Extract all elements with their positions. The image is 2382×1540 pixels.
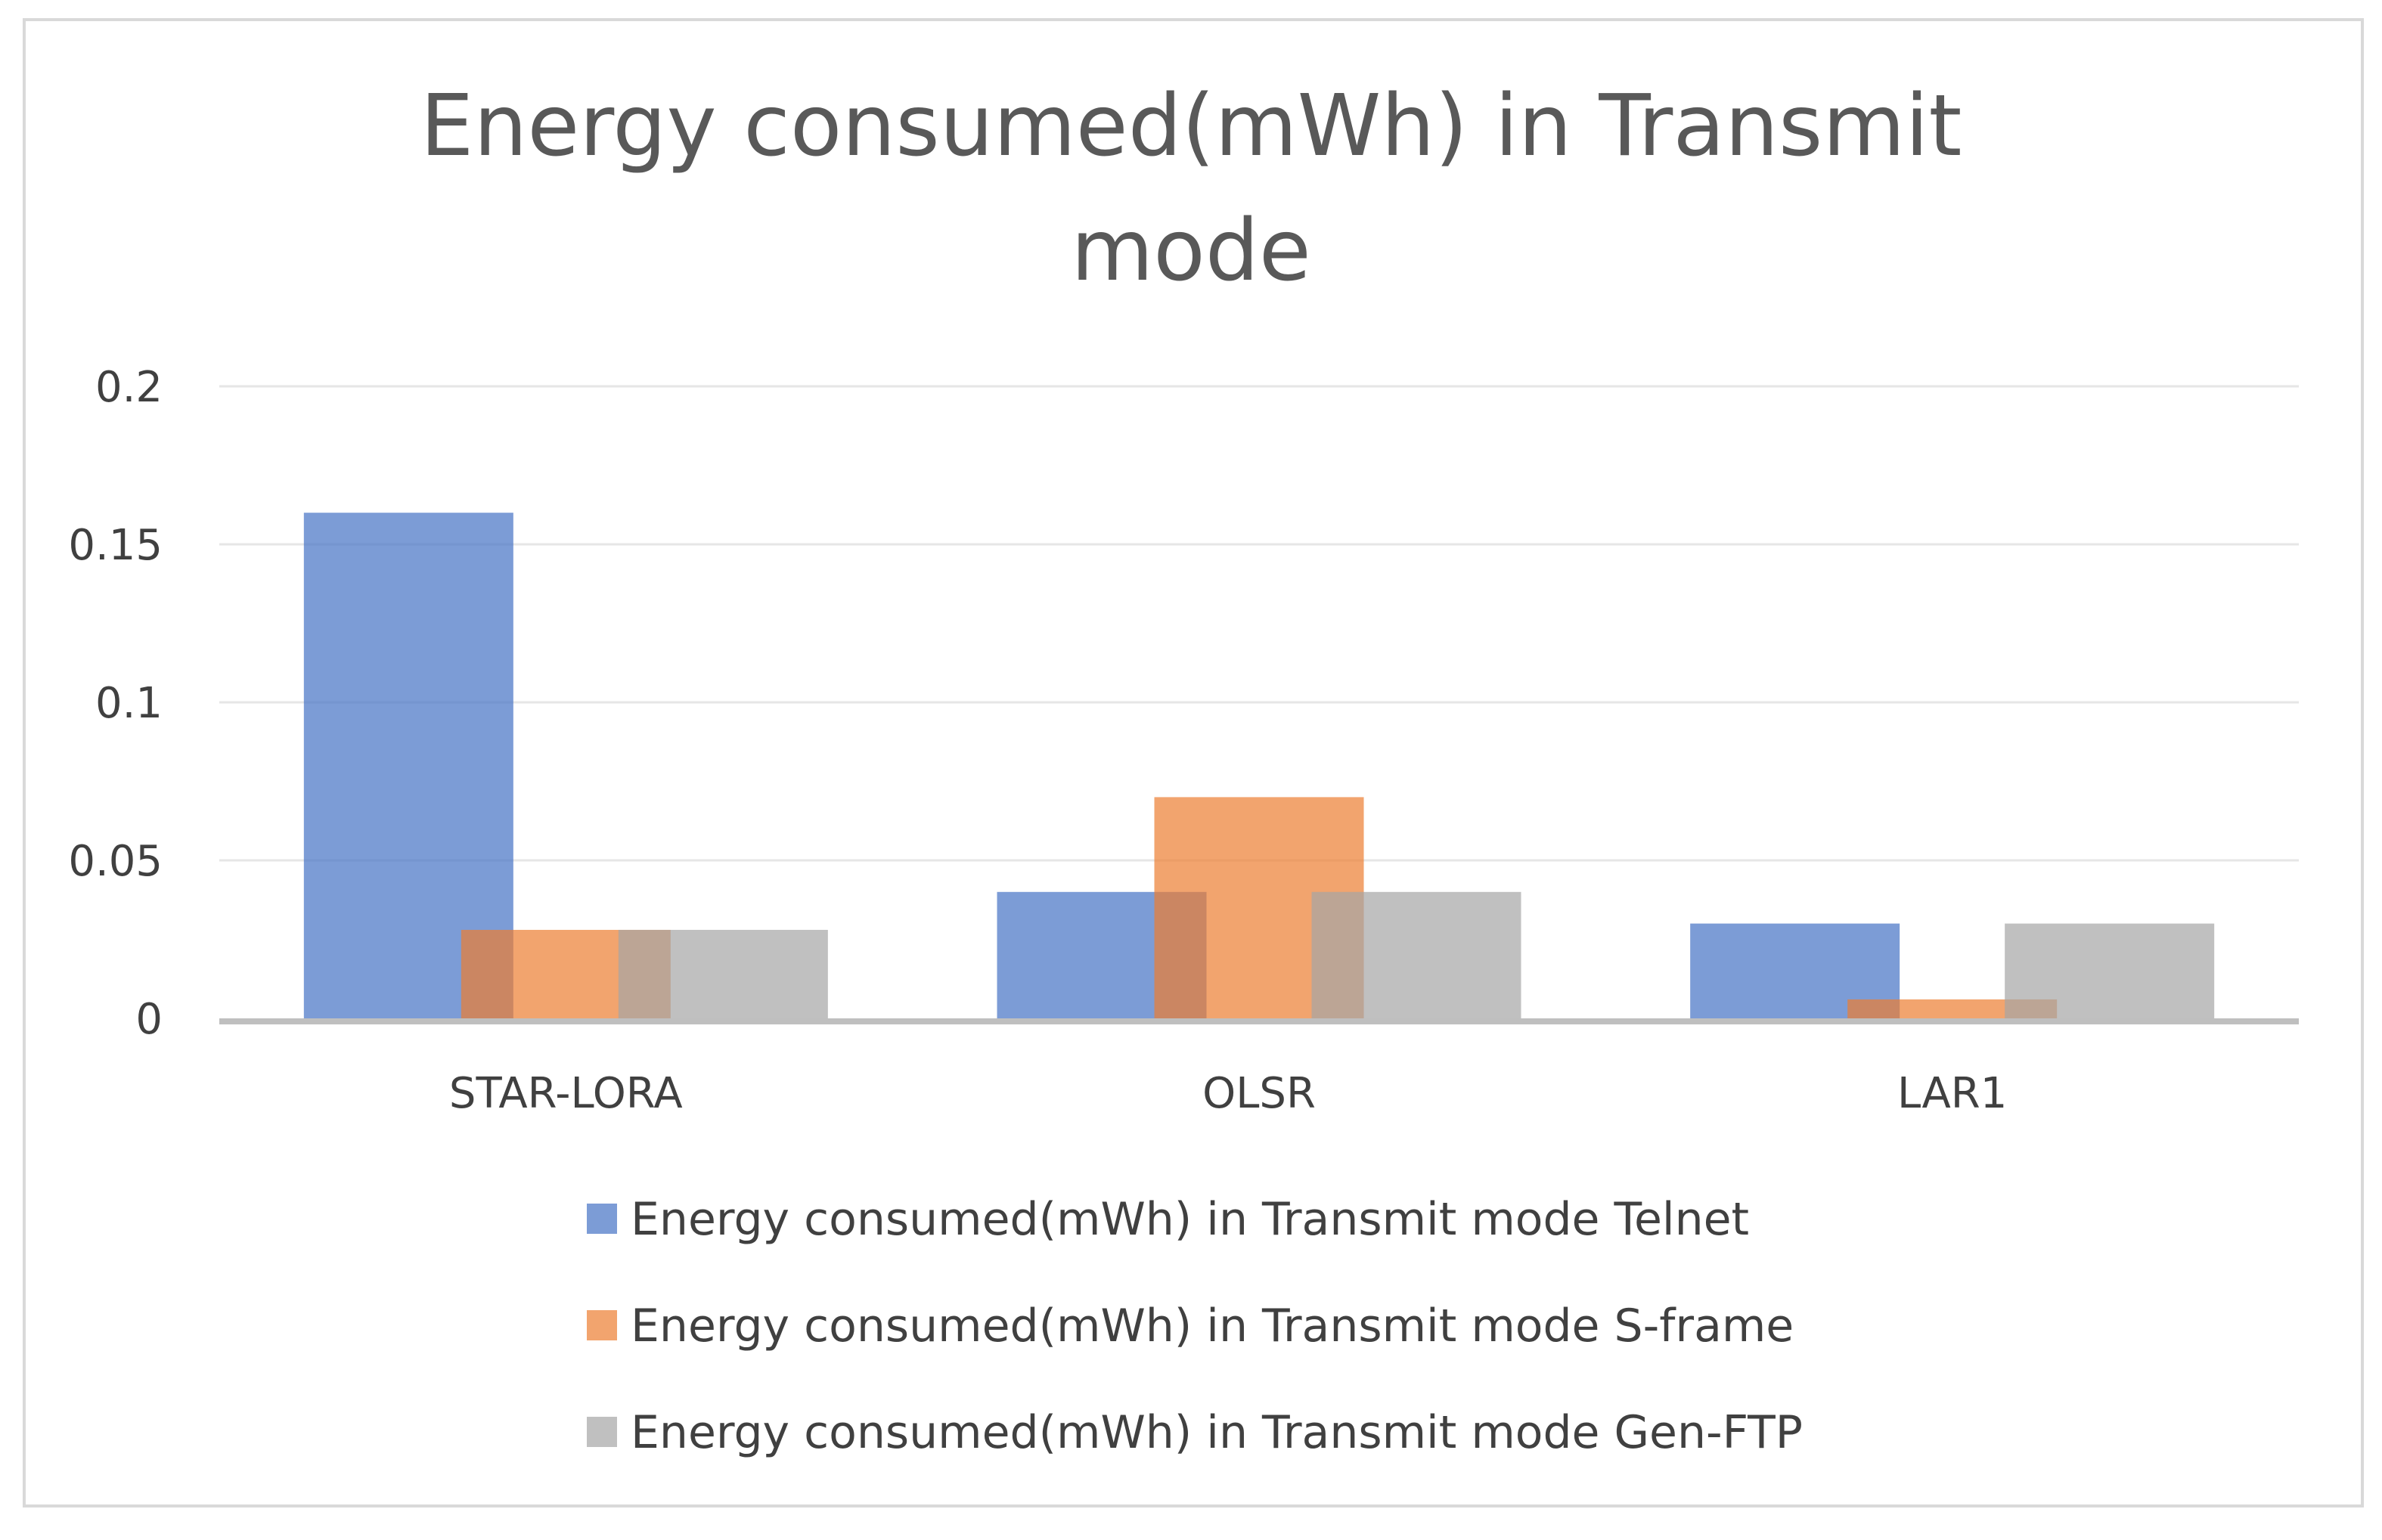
bar bbox=[618, 929, 828, 1018]
y-tick-label: 0.1 bbox=[95, 679, 163, 728]
legend-swatch bbox=[587, 1204, 617, 1234]
gridlines bbox=[219, 385, 2299, 862]
y-tick-label: 0.15 bbox=[68, 521, 163, 570]
y-tick-label: 0.2 bbox=[95, 363, 163, 412]
x-category-label: LAR1 bbox=[1897, 1069, 2007, 1118]
legend-label: Energy consumed(mWh) in Transmit mode S-… bbox=[631, 1300, 1794, 1353]
legend-swatch bbox=[587, 1417, 617, 1447]
chart-title-line-2: mode bbox=[1071, 202, 1311, 300]
legend-label: Energy consumed(mWh) in Transmit mode Ge… bbox=[631, 1406, 1803, 1459]
bar bbox=[2005, 923, 2215, 1018]
y-tick-label: 0.05 bbox=[68, 837, 163, 886]
legend: Energy consumed(mWh) in Transmit mode Te… bbox=[587, 1193, 1803, 1459]
bar bbox=[1311, 891, 1521, 1018]
legend-swatch bbox=[587, 1310, 617, 1340]
y-tick-label: 0 bbox=[135, 995, 163, 1044]
x-category-label: OLSR bbox=[1202, 1069, 1316, 1118]
chart-title-line-1: Energy consumed(mWh) in Transmit bbox=[420, 77, 1962, 175]
x-category-label: STAR-LORA bbox=[449, 1069, 683, 1118]
chart-title: Energy consumed(mWh) in Transmit mode bbox=[420, 77, 1962, 300]
legend-label: Energy consumed(mWh) in Transmit mode Te… bbox=[631, 1193, 1749, 1246]
axes: 0 0.05 0.1 0.15 0.2 STAR-LORA OLSR LAR1 bbox=[68, 363, 2299, 1118]
bars bbox=[303, 513, 2215, 1018]
